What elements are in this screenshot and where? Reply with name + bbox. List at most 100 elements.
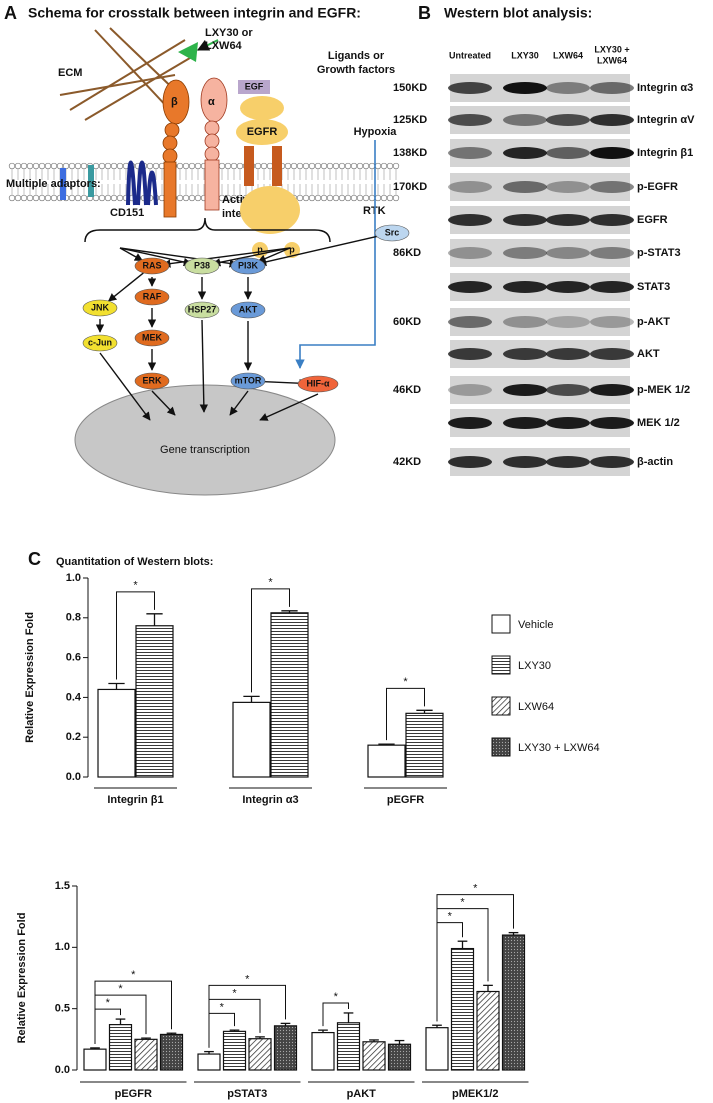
blot-band (448, 114, 492, 126)
blot-band (590, 147, 634, 159)
lipid-head (80, 162, 88, 170)
y-tick-label: 0.4 (66, 691, 82, 703)
y-tick-label: 0.8 (66, 612, 81, 624)
significance-label: * (403, 676, 408, 688)
blot-band (590, 348, 634, 360)
column-label: LXY30 + (594, 44, 629, 54)
significance-label: * (245, 973, 250, 985)
x-tick-label: pEGFR (115, 1088, 152, 1100)
lipid-head (92, 194, 100, 202)
protein-label: AKT (637, 348, 660, 360)
pathway-node-label: ERK (142, 375, 162, 385)
blot-band (448, 348, 492, 360)
schema-panel: A Schema for crosstalk between integrin … (4, 3, 410, 496)
pathway-node (134, 329, 170, 347)
integrin-beta (162, 79, 190, 218)
lipid-head (308, 162, 316, 170)
lipid-head (230, 194, 238, 202)
lipid-head (50, 194, 58, 202)
lipid-head (92, 162, 100, 170)
bar (222, 1030, 247, 1071)
lipid-head (56, 162, 64, 170)
egfr (236, 96, 300, 234)
y-axis-label: Relative Expression Fold (16, 913, 28, 1044)
blot-band (546, 147, 590, 159)
significance-label: * (118, 983, 123, 995)
lipid-head (230, 162, 238, 170)
significance-bracket (94, 980, 172, 1044)
protein-label: p-MEK 1/2 (637, 384, 690, 396)
pathway-node (184, 301, 220, 319)
lipid-head (386, 162, 394, 170)
integrin-alpha (200, 77, 228, 211)
blot-band (448, 181, 492, 193)
y-tick-label: 0.6 (66, 652, 81, 664)
pathway-arrow (119, 247, 193, 267)
pathway-node-label: JNK (91, 302, 110, 312)
pathway-node-label: RAF (143, 291, 162, 301)
lipid-head (374, 162, 382, 170)
pathway-node (184, 257, 220, 275)
significance-label: * (448, 911, 453, 923)
pathway-arrow (119, 247, 144, 262)
alpha-label: α (208, 96, 215, 108)
kd-label: 150KD (393, 82, 427, 94)
lipid-head (338, 162, 346, 170)
lipid-head (32, 194, 40, 202)
lipid-head (68, 162, 76, 170)
pathway-node-label: Src (385, 227, 400, 237)
blot-band (546, 82, 590, 94)
lipid-head (182, 194, 190, 202)
pathway-arrow (257, 234, 382, 266)
ligand-label: LXW64 (205, 40, 243, 52)
significance-label: * (334, 991, 339, 1003)
lipid-head (260, 162, 268, 170)
pathway-arrow (151, 390, 176, 416)
blot-band (590, 456, 634, 468)
lipid-head (50, 162, 58, 170)
lipid-head (38, 162, 46, 170)
protein-label: β-actin (637, 456, 673, 468)
lipid-head (110, 162, 118, 170)
lipid-head (392, 194, 400, 202)
panel-title: Quantitation of Western blots: (56, 556, 213, 568)
lipid-head (188, 162, 196, 170)
y-tick-label: 0.0 (55, 1064, 70, 1076)
lipid-head (104, 194, 112, 202)
ligand-arrow (196, 39, 219, 51)
blot-band (503, 247, 547, 259)
pathway-node (134, 372, 170, 390)
pathway-node-label: P38 (194, 260, 210, 270)
beta-label: β (171, 96, 178, 108)
lipid-head (74, 162, 82, 170)
pathway-node-label: HIF-α (306, 378, 329, 388)
bar (197, 1053, 221, 1071)
lipid-head (26, 162, 34, 170)
blot-band (503, 384, 547, 396)
lipid-head (176, 194, 184, 202)
pathway-arrow (99, 352, 151, 421)
blot-band (590, 214, 634, 226)
blot-band (503, 114, 547, 126)
blot-band (590, 181, 634, 193)
pathway-node-label: c-Jun (88, 337, 112, 347)
protein-label: p-STAT3 (637, 247, 681, 259)
kd-label: 46KD (393, 384, 421, 396)
blot-band (546, 247, 590, 259)
egf-label: EGF (245, 81, 264, 91)
lipid-head (110, 194, 118, 202)
pathway-arrow (211, 247, 291, 267)
phospho-label: p (289, 244, 295, 254)
protein-label: p-AKT (637, 316, 670, 328)
ligand-icon (178, 42, 198, 62)
ecm-label: ECM (58, 67, 82, 79)
panel-title: Western blot analysis: (444, 5, 592, 21)
bar (248, 1038, 272, 1071)
x-tick-label: pAKT (347, 1088, 377, 1100)
blot-band (546, 348, 590, 360)
significance-label: * (473, 883, 478, 895)
blot-band (546, 181, 590, 193)
blot-band (448, 247, 492, 259)
bar (97, 688, 136, 778)
panel-letter: A (4, 3, 17, 23)
